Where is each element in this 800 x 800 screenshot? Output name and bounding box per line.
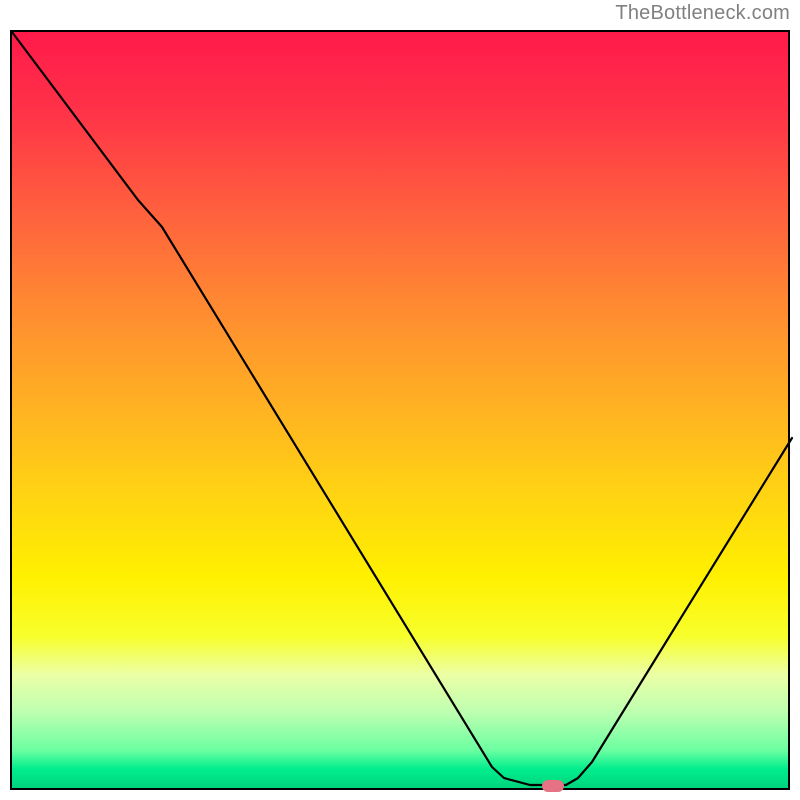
optimal-point-marker: [542, 780, 564, 792]
chart-frame: [10, 30, 790, 790]
bottleneck-curve: [12, 32, 792, 792]
curve-path: [12, 32, 792, 785]
watermark-text: TheBottleneck.com: [615, 2, 790, 25]
